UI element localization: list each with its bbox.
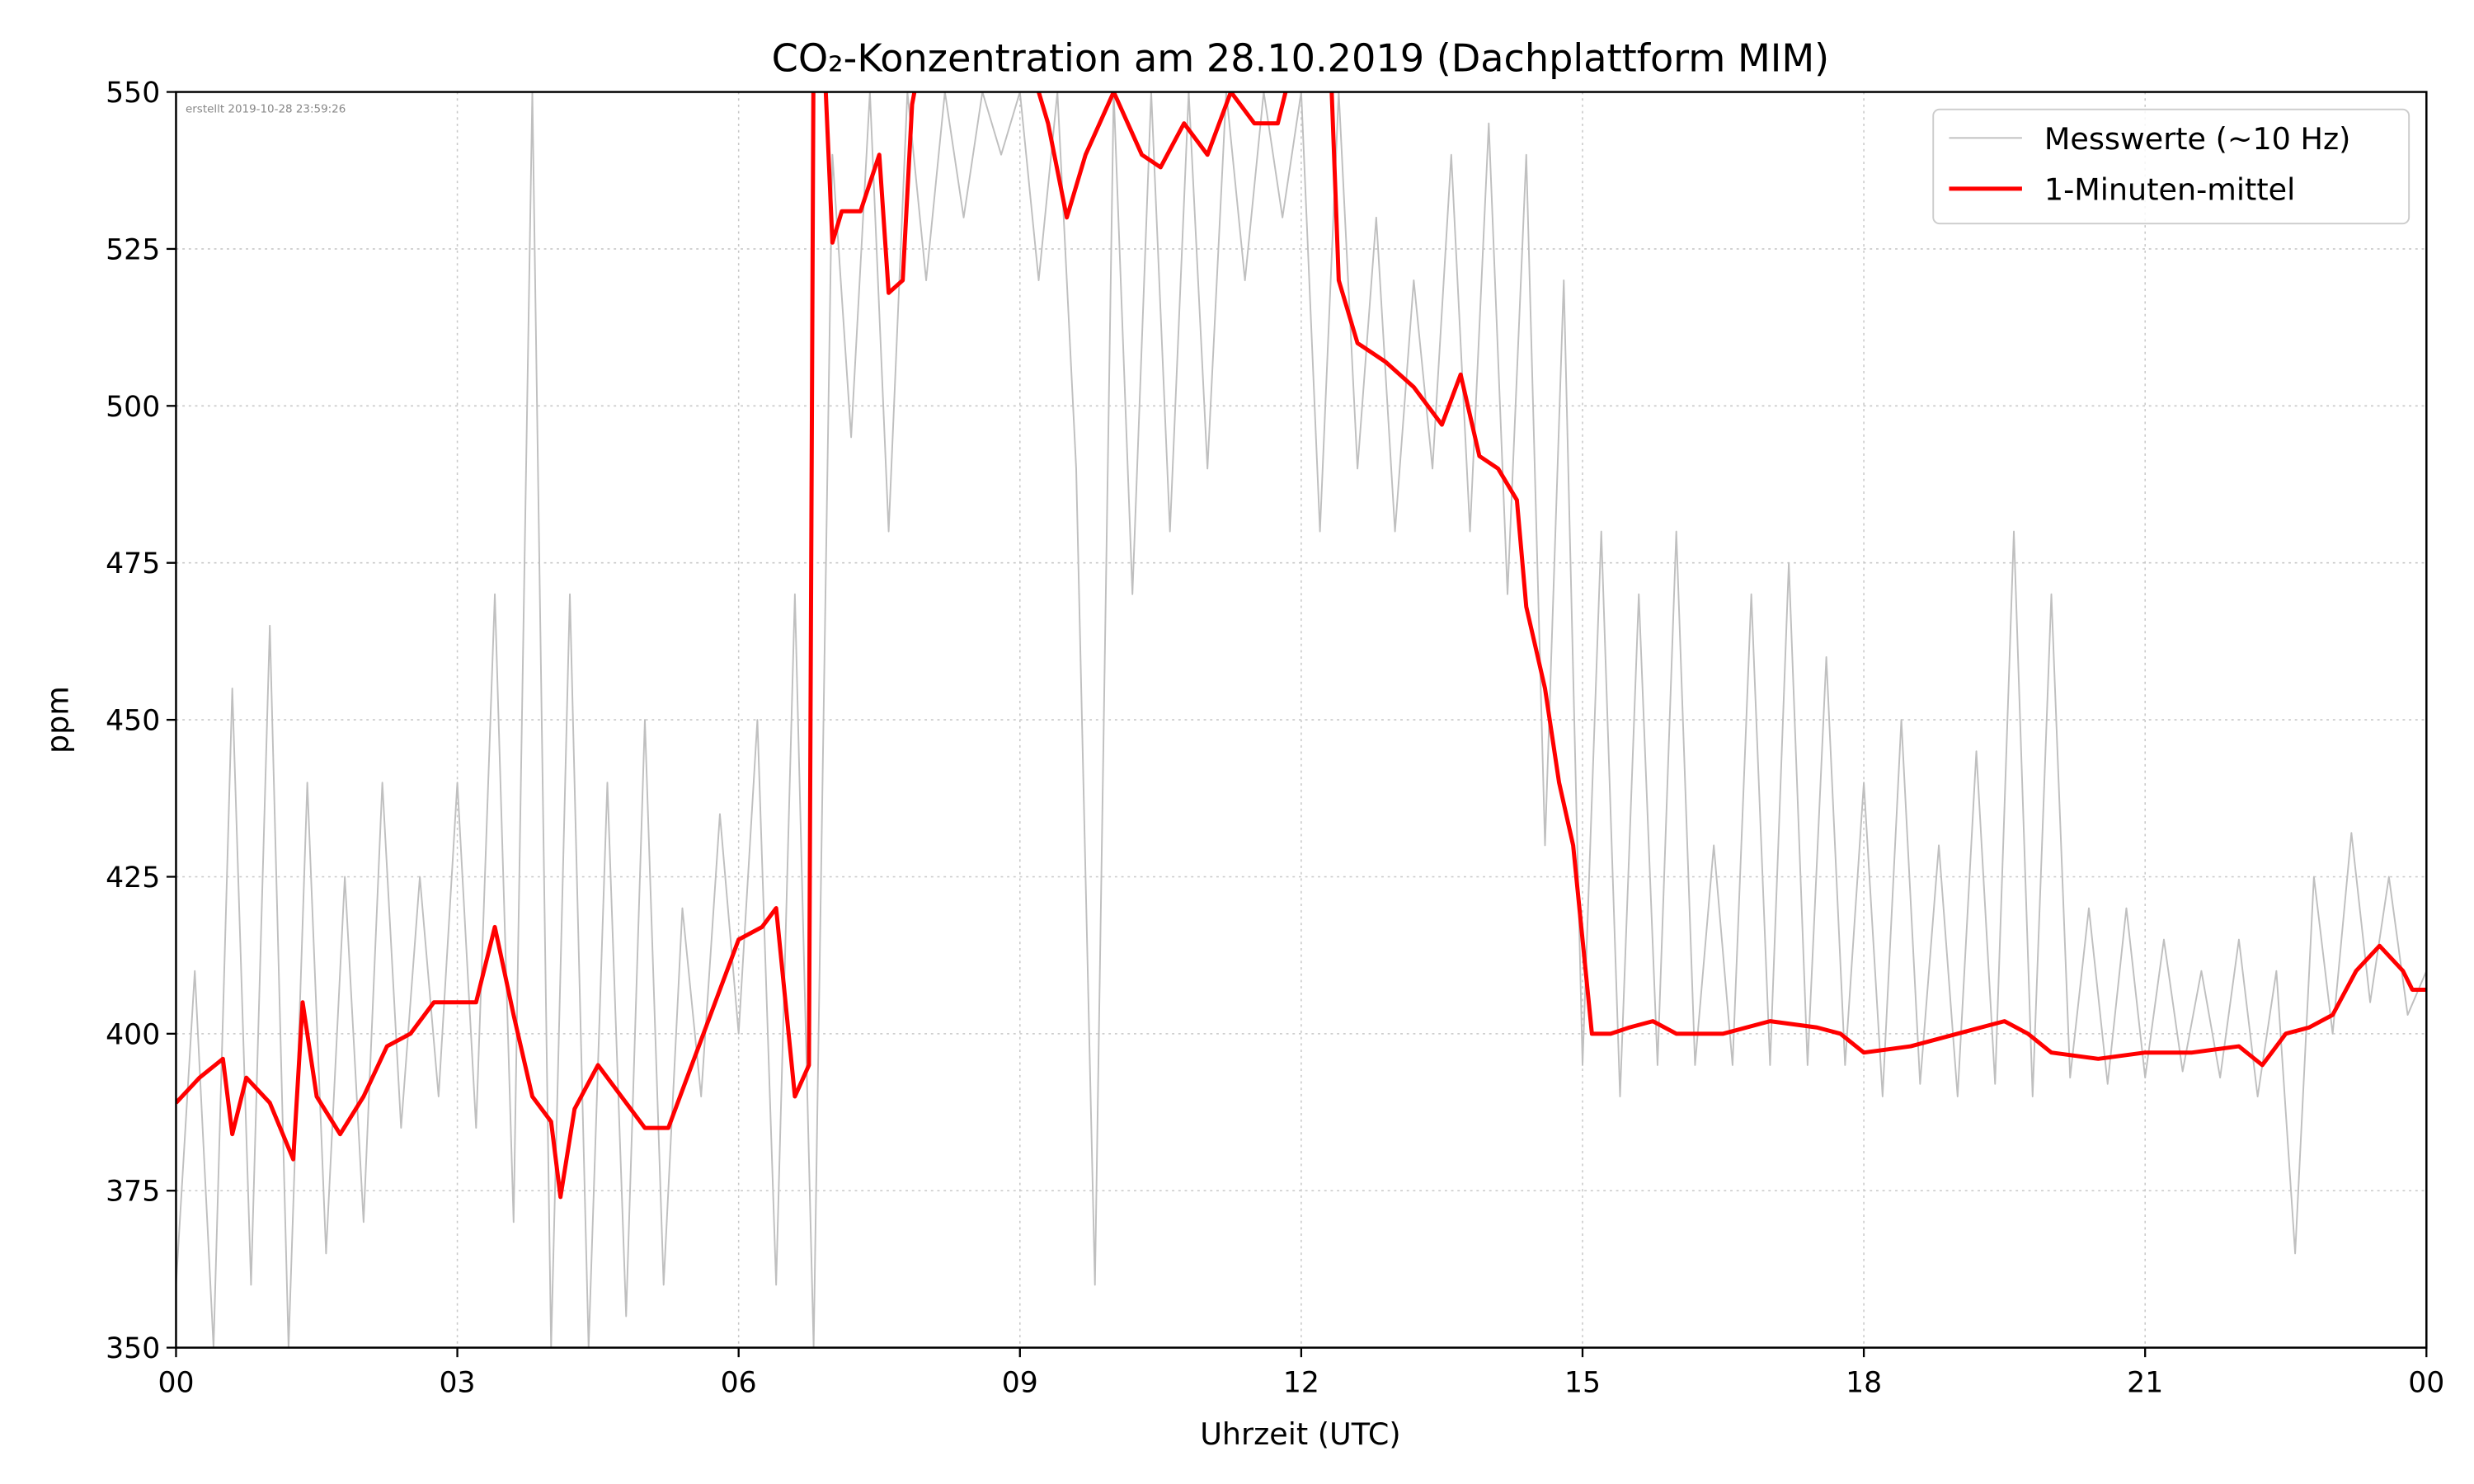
- x-tick-label: 21: [2127, 1366, 2163, 1399]
- x-tick-label: 15: [1564, 1366, 1601, 1399]
- y-tick-label: 400: [106, 1018, 160, 1051]
- y-tick-label: 450: [106, 705, 160, 738]
- legend-label: 1-Minuten-mittel: [2044, 171, 2295, 207]
- y-tick-label: 350: [106, 1332, 160, 1365]
- x-tick-label: 00: [158, 1366, 194, 1399]
- ticks: 350 375 400 425 450 475 500 525 550 00 03 06 09 12 15 1…: [106, 77, 2444, 1399]
- y-tick-label: 475: [106, 547, 160, 580]
- chart-title: CO₂-Konzentration am 28.10.2019 (Dachpla…: [772, 36, 1830, 81]
- y-axis-label: ppm: [40, 686, 76, 754]
- legend-label: Messwerte (~10 Hz): [2044, 121, 2351, 157]
- plot-area: [176, 92, 2427, 1348]
- annotation: erstellt 2019-10-28 23:59:26: [186, 104, 346, 116]
- legend-box: [1932, 108, 2411, 225]
- x-tick-label: 03: [440, 1366, 476, 1399]
- series-line: [176, 92, 2427, 1348]
- y-tick-label: 425: [106, 862, 160, 895]
- series-line: [176, 92, 2427, 1200]
- x-tick-label: 00: [2408, 1366, 2444, 1399]
- y-tick-label: 500: [106, 391, 160, 424]
- x-tick-label: 12: [1283, 1366, 1319, 1399]
- x-tick-label: 18: [1846, 1366, 1882, 1399]
- x-tick-label: 09: [1002, 1366, 1038, 1399]
- y-tick-label: 550: [106, 77, 160, 110]
- y-tick-label: 525: [106, 233, 160, 266]
- x-axis-label: Uhrzeit (UTC): [1200, 1416, 1400, 1452]
- legend: Messwerte (~10 Hz) 1-Minuten-mittel: [1932, 108, 2411, 225]
- y-tick-label: 375: [106, 1176, 160, 1209]
- x-tick-label: 06: [721, 1366, 757, 1399]
